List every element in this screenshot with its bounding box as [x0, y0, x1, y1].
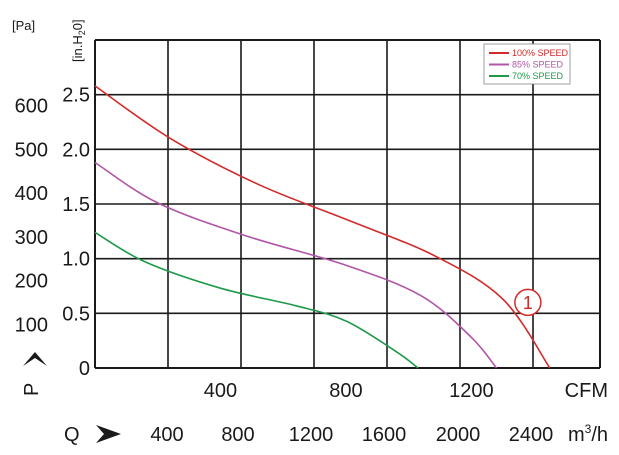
- q-axis-label: Q: [64, 424, 80, 446]
- annotation-circle: [514, 288, 542, 317]
- inh2o-tick-label: 2.0: [62, 139, 90, 161]
- m3h-unit-sup: 3: [585, 422, 592, 436]
- axis-units: [Pa] [in.H20] P Q CFM m3/h: [12, 18, 608, 446]
- pa-tick-label: 300: [15, 227, 48, 249]
- pa-tick-label: 100: [15, 314, 48, 336]
- m3h-unit-label: m3/h: [568, 422, 608, 446]
- inh2o-tick-label: 1.0: [62, 249, 90, 271]
- p-axis-arrow: [23, 352, 47, 366]
- cfm-tick-label: 800: [329, 380, 362, 402]
- legend-label-3: 70% SPEED: [512, 71, 564, 81]
- pa-tick-label: 200: [15, 271, 48, 293]
- m3h-unit-base: m: [568, 424, 585, 446]
- cfm-tick-label: 1200: [449, 380, 494, 402]
- p-axis-label: P: [21, 383, 43, 396]
- inh2o-unit-prefix: [in.H: [70, 35, 85, 62]
- inh2o-unit-label: [in.H20]: [70, 19, 87, 62]
- tick-labels: 600 500 400 300 200 100 2.5 2.0 1.5 1.0 0.5 0 400 800…: [15, 85, 554, 446]
- cfm-tick-label: 400: [204, 380, 237, 402]
- m3h-tick-label: 400: [150, 424, 183, 446]
- pa-tick-label: 600: [15, 96, 48, 118]
- inh2o-tick-label: 0.5: [62, 303, 90, 325]
- series-line-1: [94, 85, 551, 369]
- curves: [94, 85, 551, 369]
- legend-label-2: 85% SPEED: [512, 60, 564, 70]
- m3h-tick-label: 2000: [436, 424, 481, 446]
- pa-tick-label: 500: [15, 139, 48, 161]
- m3h-tick-label: 800: [221, 424, 254, 446]
- inh2o-tick-label: 2.5: [62, 85, 90, 107]
- inh2o-tick-label: 1.5: [62, 194, 90, 216]
- series-line-3: [94, 231, 419, 369]
- m3h-tick-label: 1600: [362, 424, 407, 446]
- m3h-unit-tail: /h: [591, 424, 608, 446]
- m3h-tick-label: 2400: [509, 424, 554, 446]
- annotations: 1: [514, 288, 542, 317]
- m3h-tick-label: 1200: [289, 424, 334, 446]
- inh2o-unit-suffix: 0]: [70, 19, 85, 30]
- annotation-label: 1: [523, 293, 533, 313]
- inh2o-unit-sub: 2: [77, 30, 87, 35]
- inh2o-tick-label: 0: [79, 358, 90, 380]
- pa-unit-label: [Pa]: [12, 18, 35, 33]
- grid-lines: [94, 39, 601, 369]
- q-axis-arrow: [96, 425, 121, 443]
- cfm-unit-label: CFM: [565, 380, 608, 402]
- legend-label-1: 100% SPEED: [512, 48, 569, 58]
- series-line-2: [94, 161, 498, 369]
- pa-tick-label: 400: [15, 183, 48, 205]
